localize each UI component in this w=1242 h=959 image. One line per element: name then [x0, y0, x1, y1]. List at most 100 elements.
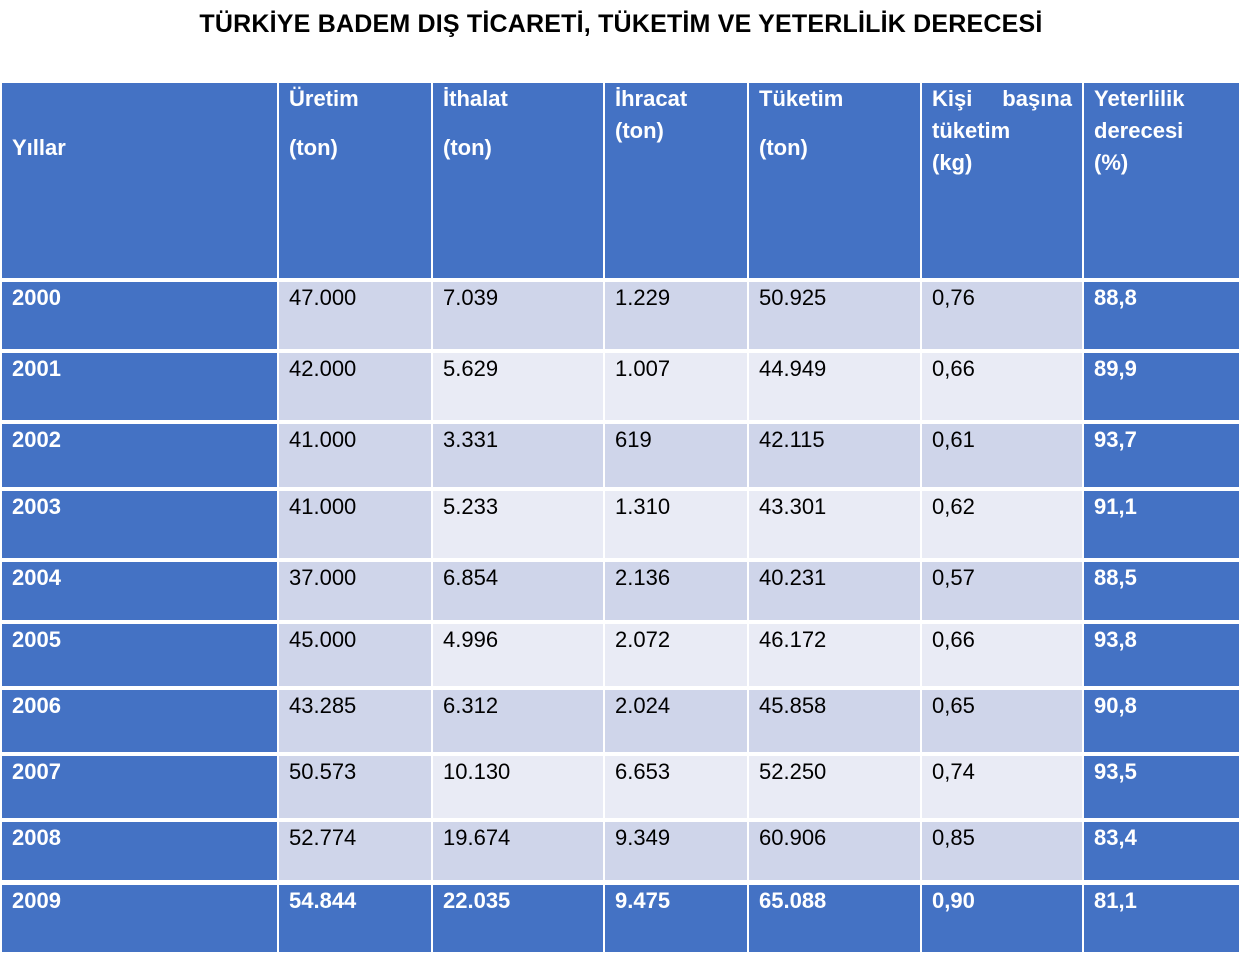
table-cell: 9.349	[605, 818, 749, 880]
table-cell: 89,9	[1084, 349, 1239, 420]
table-row: 2008 52.774 19.674 9.349 60.906 0,85 83,4	[2, 818, 1239, 880]
year-cell: 2002	[2, 420, 279, 487]
header-uretim: Üretim (ton)	[279, 83, 433, 278]
table-cell: 10.130	[433, 752, 605, 818]
cell-value: 2009	[12, 888, 61, 913]
table-cell: 52.774	[279, 818, 433, 880]
table-cell: 6.653	[605, 752, 749, 818]
table-cell: 0,85	[922, 818, 1084, 880]
cell-value: 0,90	[932, 888, 975, 913]
header-ihracat: İhracat (ton)	[605, 83, 749, 278]
header-label: Üretim	[289, 86, 359, 111]
cell-value: 45.000	[289, 627, 357, 652]
cell-value: 0,66	[932, 356, 975, 381]
table-cell: 2.136	[605, 558, 749, 620]
cell-value: 91,1	[1094, 494, 1137, 519]
cell-value: 2.072	[615, 627, 671, 652]
cell-value: 41.000	[289, 427, 357, 452]
table-row: 2006 43.285 6.312 2.024 45.858 0,65 90,8	[2, 686, 1239, 752]
table-row: 2004 37.000 6.854 2.136 40.231 0,57 88,5	[2, 558, 1239, 620]
cell-value: 52.250	[759, 759, 827, 784]
cell-value: 41.000	[289, 494, 357, 519]
table-cell: 45.858	[749, 686, 922, 752]
cell-value: 45.858	[759, 693, 827, 718]
table-cell: 54.844	[279, 880, 433, 952]
cell-value: 0,66	[932, 627, 975, 652]
cell-value: 93,7	[1094, 427, 1137, 452]
cell-value: 19.674	[443, 825, 511, 850]
cell-value: 50.573	[289, 759, 357, 784]
cell-value: 1.007	[615, 356, 671, 381]
table-cell: 44.949	[749, 349, 922, 420]
table-cell: 1.310	[605, 487, 749, 558]
almond-trade-table: Yıllar Üretim (ton) İthalat (ton) İhraca…	[2, 83, 1239, 952]
cell-value: 4.996	[443, 627, 499, 652]
table-cell: 47.000	[279, 278, 433, 349]
table-cell: 7.039	[433, 278, 605, 349]
cell-value: 81,1	[1094, 888, 1137, 913]
cell-value: 46.172	[759, 627, 827, 652]
cell-value: 43.301	[759, 494, 827, 519]
header-row: Yıllar Üretim (ton) İthalat (ton) İhraca…	[2, 83, 1239, 278]
table-cell: 5.629	[433, 349, 605, 420]
header-unit: (%)	[1094, 150, 1129, 175]
table-cell: 91,1	[1084, 487, 1239, 558]
table-cell: 41.000	[279, 487, 433, 558]
cell-value: 22.035	[443, 888, 511, 913]
table-cell: 40.231	[749, 558, 922, 620]
cell-value: 54.844	[289, 888, 357, 913]
table-cell: 93,7	[1084, 420, 1239, 487]
table-cell: 45.000	[279, 620, 433, 686]
cell-value: 93,8	[1094, 627, 1137, 652]
header-tuketim: Tüketim (ton)	[749, 83, 922, 278]
header-unit: (ton)	[289, 135, 338, 160]
header-kisi-basina: Kişi başına tüketim (kg)	[922, 83, 1084, 278]
cell-value: 6.653	[615, 759, 671, 784]
table-cell: 2.024	[605, 686, 749, 752]
table-cell: 41.000	[279, 420, 433, 487]
cell-value: 42.115	[759, 427, 825, 452]
table-cell: 9.475	[605, 880, 749, 952]
cell-value: 2002	[12, 427, 61, 452]
cell-value: 6.854	[443, 565, 499, 590]
year-cell: 2006	[2, 686, 279, 752]
table-row: 2000 47.000 7.039 1.229 50.925 0,76 88,8	[2, 278, 1239, 349]
table-cell: 50.573	[279, 752, 433, 818]
cell-value: 0,76	[932, 285, 975, 310]
table-cell: 2.072	[605, 620, 749, 686]
table-cell: 93,8	[1084, 620, 1239, 686]
table-cell: 93,5	[1084, 752, 1239, 818]
header-yillar: Yıllar	[2, 83, 279, 278]
table-cell: 60.906	[749, 818, 922, 880]
table-row: 2002 41.000 3.331 619 42.115 0,61 93,7	[2, 420, 1239, 487]
header-label: İthalat	[443, 86, 508, 111]
table-cell: 1.007	[605, 349, 749, 420]
header-unit: (kg)	[932, 150, 973, 175]
year-cell: 2009	[2, 880, 279, 952]
cell-value: 2007	[12, 759, 61, 784]
table-row: 2009 54.844 22.035 9.475 65.088 0,90 81,1	[2, 880, 1239, 952]
cell-value: 2000	[12, 285, 61, 310]
header-yeterlilik: Yeterlilik derecesi (%)	[1084, 83, 1239, 278]
cell-value: 3.331	[443, 427, 499, 452]
table-cell: 6.854	[433, 558, 605, 620]
header-unit: (ton)	[615, 118, 664, 143]
cell-value: 619	[615, 427, 652, 452]
table-cell: 6.312	[433, 686, 605, 752]
table-cell: 19.674	[433, 818, 605, 880]
table-cell: 0,74	[922, 752, 1084, 818]
cell-value: 2.024	[615, 693, 671, 718]
table-cell: 619	[605, 420, 749, 487]
table-cell: 0,66	[922, 620, 1084, 686]
cell-value: 6.312	[443, 693, 499, 718]
cell-value: 37.000	[289, 565, 357, 590]
cell-value: 7.039	[443, 285, 499, 310]
cell-value: 0,62	[932, 494, 975, 519]
table-row: 2003 41.000 5.233 1.310 43.301 0,62 91,1	[2, 487, 1239, 558]
cell-value: 0,57	[932, 565, 975, 590]
header-label: Yıllar	[12, 135, 66, 160]
year-cell: 2004	[2, 558, 279, 620]
table-cell: 0,65	[922, 686, 1084, 752]
cell-value: 2003	[12, 494, 61, 519]
cell-value: 0,61	[932, 427, 975, 452]
